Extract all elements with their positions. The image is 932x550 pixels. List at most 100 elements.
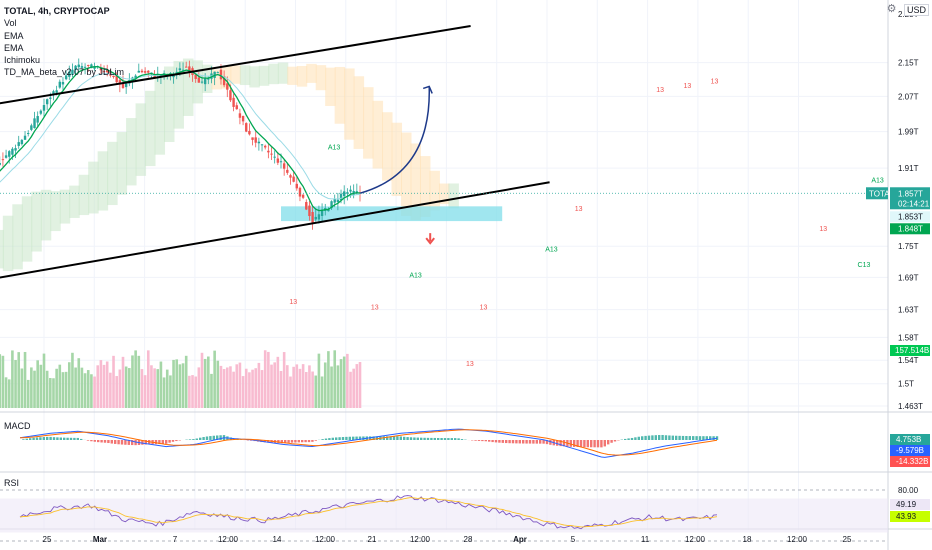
volume-bar xyxy=(71,352,74,408)
volume-bar xyxy=(159,361,163,408)
volume-bar xyxy=(311,371,314,408)
macd-histogram-bar xyxy=(443,438,447,440)
candle xyxy=(343,191,346,197)
macd-histogram-bar xyxy=(195,438,198,440)
currency-label[interactable]: USD xyxy=(904,4,930,16)
macd-histogram-bar xyxy=(107,440,110,444)
td-mark: A13 xyxy=(409,272,422,279)
ema-fast-label: 1.848T xyxy=(898,224,923,233)
indicator-ema-1[interactable]: EMA xyxy=(4,30,24,41)
time-axis: 25 Mar 7 12:00 14 12:00 21 12:00 28 Apr 5 11 12:00 18… xyxy=(43,535,852,544)
macd-histogram-bar xyxy=(477,440,481,441)
macd-histogram-bar xyxy=(39,437,42,440)
macd-tag xyxy=(890,456,930,467)
macd-histogram-bar xyxy=(76,437,79,440)
volume-bar xyxy=(105,361,109,408)
volume-bar xyxy=(7,379,11,408)
volume-bar xyxy=(232,371,235,408)
indicator-ema-2[interactable]: EMA xyxy=(4,42,24,53)
rsi-label[interactable]: RSI xyxy=(4,478,20,488)
volume-bar xyxy=(39,364,43,408)
ema-slow-label: 1.853T xyxy=(898,212,923,221)
volume-bar xyxy=(191,375,194,408)
macd-histogram-bar xyxy=(97,440,100,443)
indicator-vol[interactable]: Vol xyxy=(4,18,17,29)
macd-histogram-bar xyxy=(127,440,130,445)
volume-bar xyxy=(99,360,103,408)
candle xyxy=(232,97,235,107)
candle xyxy=(87,64,90,66)
volume-bar xyxy=(112,355,115,408)
time-tick-label: 12:00 xyxy=(685,535,706,544)
volume-bar xyxy=(61,372,65,408)
macd-histogram-bar xyxy=(389,436,392,440)
macd-histogram-bar xyxy=(705,436,708,440)
candle xyxy=(200,81,204,83)
macd-pane xyxy=(19,428,719,458)
current-price-tag xyxy=(890,187,930,210)
macd-histogram-bar xyxy=(658,435,661,440)
cloud-segment xyxy=(429,170,440,211)
volume-bar xyxy=(260,370,264,408)
volume-bar xyxy=(276,356,280,408)
candle xyxy=(55,90,58,93)
volume-bar xyxy=(222,369,226,408)
volume-bar xyxy=(254,368,258,408)
macd-histogram-bar xyxy=(647,435,651,440)
macd-label[interactable]: MACD xyxy=(4,421,31,431)
price-tick-label: 2.07T xyxy=(898,92,919,101)
macd-histogram-bar xyxy=(440,438,443,440)
cloud-segment xyxy=(59,189,71,224)
volume-bar xyxy=(358,362,362,408)
channel-upper-line xyxy=(0,25,471,105)
candle xyxy=(0,162,1,165)
macd-histogram-bar xyxy=(518,440,521,444)
macd-histogram-bar xyxy=(692,436,695,440)
volume-bar xyxy=(115,376,118,408)
volume-bar xyxy=(251,369,254,408)
candle xyxy=(336,199,340,203)
macd-histogram-bar xyxy=(219,435,222,440)
candle xyxy=(286,169,289,173)
candle xyxy=(355,191,359,193)
volume-bar xyxy=(150,365,153,408)
indicator-td-ma[interactable]: TD_MA_beta_v2.07 by JDLim xyxy=(4,67,125,78)
volume-bar xyxy=(74,367,77,408)
candle xyxy=(61,82,65,85)
cloud-segment xyxy=(315,65,327,91)
volume-bar xyxy=(200,352,204,408)
macd-histogram-bar xyxy=(141,440,144,445)
macd-tag xyxy=(890,434,930,445)
volume-bar xyxy=(102,364,106,408)
macd-histogram-bar xyxy=(338,437,341,440)
candle xyxy=(203,78,207,85)
macd-histogram-bar xyxy=(362,436,365,440)
macd-histogram-bar xyxy=(284,440,287,444)
volume-bar xyxy=(279,370,283,408)
volume-bar xyxy=(128,368,131,408)
macd-histogram-bar xyxy=(202,437,205,440)
volume-bar xyxy=(137,355,141,408)
indicator-ichimoku[interactable]: Ichimoku xyxy=(4,55,41,66)
macd-histogram-bar xyxy=(654,435,657,440)
volume-bar xyxy=(292,366,295,408)
candle xyxy=(20,139,24,145)
rsi-pane xyxy=(0,489,888,542)
candle xyxy=(58,81,61,88)
cloud-segment xyxy=(306,63,317,83)
volume-bar xyxy=(263,350,267,408)
volume-bar xyxy=(156,369,160,408)
macd-histogram-bar xyxy=(341,437,345,440)
macd-histogram-bar xyxy=(525,440,528,444)
symbol-title[interactable]: TOTAL, 4h, CRYPTOCAP xyxy=(4,6,110,16)
cloud-segment xyxy=(2,215,14,272)
macd-line xyxy=(19,428,718,458)
macd-histogram-bar xyxy=(491,440,494,443)
candle xyxy=(282,163,286,169)
gear-icon[interactable]: ⚙ xyxy=(886,3,897,15)
candle xyxy=(134,75,137,79)
volume-bar xyxy=(153,368,156,408)
candle xyxy=(90,64,93,69)
candle xyxy=(330,201,333,209)
